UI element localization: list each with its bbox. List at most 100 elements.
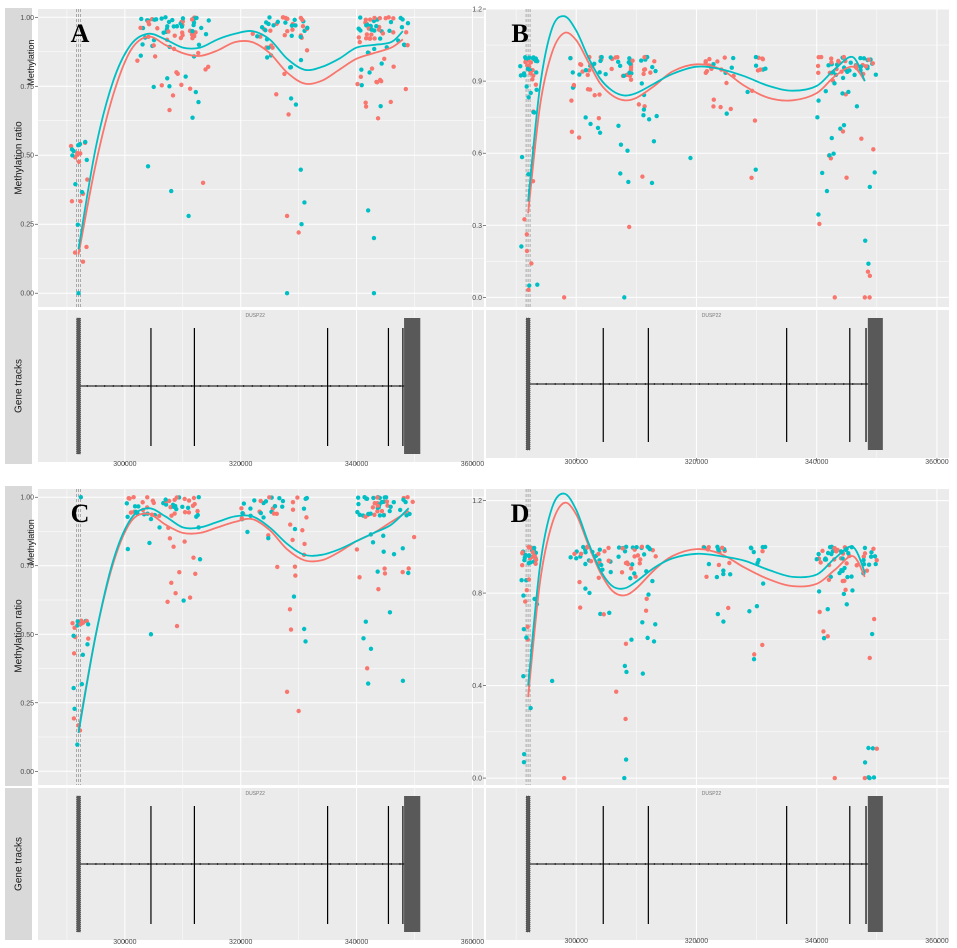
data-point-teal xyxy=(71,633,76,638)
gene-strand-marker xyxy=(734,863,737,865)
data-point-red xyxy=(354,547,360,552)
data-point-red xyxy=(127,496,132,501)
data-point-teal xyxy=(272,503,278,509)
gene-strand-marker xyxy=(294,385,297,387)
data-point-red xyxy=(854,563,859,568)
data-point-red xyxy=(641,71,646,77)
data-point-teal xyxy=(846,89,851,95)
data-point-red xyxy=(718,104,723,110)
panel-d: 0.0 0.4 0.8 1.2 D DUSP22 300000 320000 340000 360… xyxy=(472,489,949,945)
gene-strand-marker xyxy=(329,863,332,865)
methylation-strip-label: Methylation ratio xyxy=(14,599,25,673)
data-point-teal xyxy=(623,757,629,762)
data-point-teal xyxy=(727,572,733,577)
data-point-red xyxy=(152,54,158,59)
data-point-red xyxy=(569,129,575,134)
data-point-teal xyxy=(866,745,871,751)
data-point-teal xyxy=(597,547,603,552)
gene-strand-marker xyxy=(581,863,584,865)
data-point-teal xyxy=(866,261,871,266)
data-point-teal xyxy=(71,685,76,691)
data-point-teal xyxy=(522,555,528,560)
gene-strand-marker xyxy=(234,385,236,387)
data-point-teal xyxy=(277,496,282,501)
data-point-red xyxy=(728,106,733,112)
x-tick-label: 340000 xyxy=(805,459,828,466)
data-point-teal xyxy=(626,179,631,185)
data-point-teal xyxy=(821,635,827,641)
gene-strand-marker xyxy=(303,385,306,387)
gene-strand-marker xyxy=(103,863,106,865)
data-point-teal xyxy=(595,125,601,131)
gene-strand-marker xyxy=(626,863,629,865)
plot-background xyxy=(38,9,484,307)
gene-strand-marker xyxy=(671,383,674,385)
data-point-teal xyxy=(521,674,526,679)
methylation-strip-label: Methylation ratio xyxy=(14,121,25,195)
data-point-red xyxy=(630,58,635,63)
y-tick-label: 0.25 xyxy=(20,700,34,707)
data-point-teal xyxy=(185,505,191,510)
data-point-teal xyxy=(527,55,532,60)
gene-strand-marker xyxy=(806,383,809,385)
gene-strand-marker xyxy=(399,385,401,387)
data-point-red xyxy=(624,560,630,565)
data-point-teal xyxy=(145,164,151,169)
gene-strand-marker xyxy=(190,385,193,387)
data-point-red xyxy=(609,66,614,72)
data-point-teal xyxy=(381,549,386,554)
data-point-red xyxy=(304,48,310,53)
data-point-teal xyxy=(617,63,623,69)
gene-strand-marker xyxy=(644,383,647,385)
data-point-teal xyxy=(845,574,850,580)
data-point-teal xyxy=(163,15,168,20)
x-tick-label: 320000 xyxy=(685,459,708,466)
data-point-red xyxy=(377,77,383,83)
data-point-teal xyxy=(79,681,85,687)
data-point-teal xyxy=(266,21,271,27)
data-point-teal xyxy=(271,23,276,28)
data-point-red xyxy=(179,30,185,35)
gene-strand-marker xyxy=(155,863,158,865)
data-point-red xyxy=(177,569,182,575)
data-point-red xyxy=(528,71,533,76)
y-tick-label: 1.00 xyxy=(20,15,34,22)
x-tick-label: 320000 xyxy=(685,938,708,945)
gene-strand-marker xyxy=(364,385,367,387)
data-point-teal xyxy=(78,495,84,500)
data-point-red xyxy=(614,689,619,694)
y-axis-title: Methylation xyxy=(26,40,36,86)
data-point-red xyxy=(596,115,602,121)
data-point-red xyxy=(531,553,537,558)
data-point-teal xyxy=(248,506,253,511)
data-point-red xyxy=(533,82,539,87)
data-point-red xyxy=(642,54,647,60)
data-point-red xyxy=(752,652,757,657)
x-tick-label: 300000 xyxy=(113,461,136,468)
data-point-teal xyxy=(603,71,608,77)
data-point-teal xyxy=(526,171,531,177)
data-point-red xyxy=(711,104,716,109)
data-point-teal xyxy=(598,58,603,64)
data-point-teal xyxy=(646,117,652,122)
data-point-teal xyxy=(622,295,627,300)
data-point-red xyxy=(640,174,645,179)
gene-strand-marker xyxy=(671,863,674,865)
data-point-red xyxy=(70,620,75,626)
data-point-red xyxy=(601,612,606,617)
data-point-teal xyxy=(829,135,834,141)
data-point-teal xyxy=(70,153,75,158)
gene-strand-marker xyxy=(707,383,710,385)
data-point-red xyxy=(357,575,362,580)
data-point-red xyxy=(372,15,377,21)
gene-strand-marker xyxy=(95,385,97,387)
data-point-teal xyxy=(522,73,527,78)
data-point-teal xyxy=(76,291,81,296)
data-point-teal xyxy=(263,499,269,504)
data-point-teal xyxy=(379,61,384,66)
data-point-teal xyxy=(298,34,303,40)
gene-strand-marker xyxy=(329,385,332,387)
data-point-red xyxy=(865,269,871,274)
y-tick-label: 0.9 xyxy=(472,79,482,86)
data-point-red xyxy=(632,554,637,559)
